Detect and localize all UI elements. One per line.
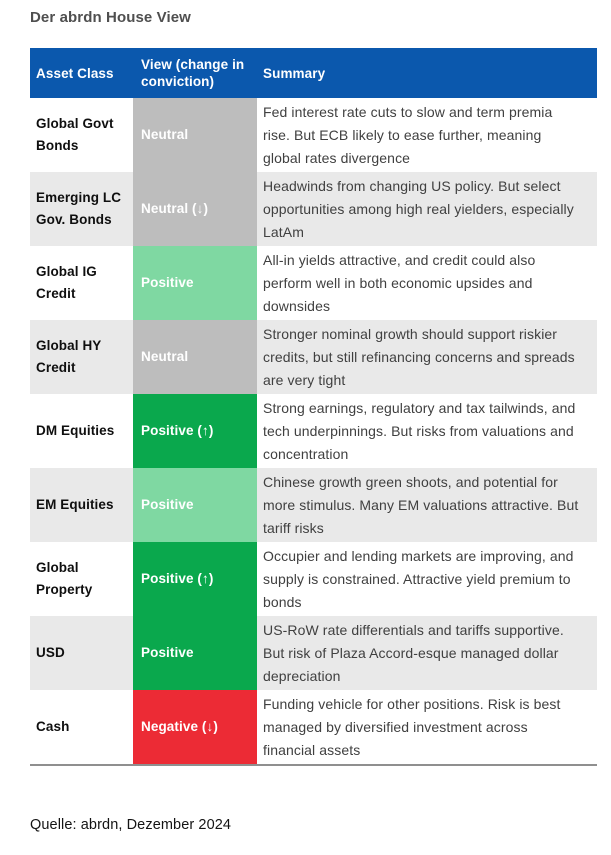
asset-class-cell: Emerging LC Gov. Bonds [30, 172, 133, 246]
summary-label: Stronger nominal growth should support r… [263, 325, 575, 388]
view-label: Positive (↑) [141, 423, 214, 438]
summary-cell: Occupier and lending markets are improvi… [257, 542, 597, 616]
asset-class-label: USD [36, 645, 65, 660]
view-badge: Positive [133, 468, 257, 542]
column-header-asset-class: Asset Class [30, 48, 133, 98]
table-row: Global Govt Bonds Neutral Fed interest r… [30, 98, 597, 172]
asset-class-cell: DM Equities [30, 394, 133, 468]
house-view-table: Asset Class View (change in conviction) … [30, 48, 597, 766]
source-note: Quelle: abrdn, Dezember 2024 [30, 817, 232, 833]
summary-label: Strong earnings, regulatory and tax tail… [263, 399, 576, 462]
view-label: Neutral [141, 349, 189, 364]
asset-class-cell: EM Equities [30, 468, 133, 542]
asset-class-label: Cash [36, 719, 70, 734]
view-label: Negative (↓) [141, 719, 218, 734]
view-label: Positive [141, 645, 194, 660]
view-badge: Neutral [133, 320, 257, 394]
asset-class-label: Global Govt Bonds [36, 116, 114, 153]
asset-class-label: EM Equities [36, 497, 114, 512]
column-header-summary: Summary [257, 48, 597, 98]
column-header-asset-class-label: Asset Class [36, 65, 114, 81]
summary-label: Fed interest rate cuts to slow and term … [263, 103, 553, 166]
view-badge: Positive [133, 246, 257, 320]
table-row: EM Equities Positive Chinese growth gree… [30, 468, 597, 542]
summary-label: Headwinds from changing US policy. But s… [263, 177, 574, 240]
asset-class-label: Global IG Credit [36, 264, 97, 301]
page-title: Der abrdn House View [30, 9, 191, 26]
asset-class-cell: Global IG Credit [30, 246, 133, 320]
view-label: Positive [141, 275, 194, 290]
view-badge: Positive (↑) [133, 542, 257, 616]
summary-cell: Strong earnings, regulatory and tax tail… [257, 394, 597, 468]
summary-label: US-RoW rate differentials and tariffs su… [263, 621, 564, 684]
table-row: Emerging LC Gov. Bonds Neutral (↓) Headw… [30, 172, 597, 246]
table-row: DM Equities Positive (↑) Strong earnings… [30, 394, 597, 468]
summary-cell: Stronger nominal growth should support r… [257, 320, 597, 394]
view-badge: Neutral [133, 98, 257, 172]
summary-cell: US-RoW rate differentials and tariffs su… [257, 616, 597, 690]
asset-class-cell: USD [30, 616, 133, 690]
summary-label: All-in yields attractive, and credit cou… [263, 251, 536, 314]
table-row: Global IG Credit Positive All-in yields … [30, 246, 597, 320]
column-header-summary-label: Summary [263, 65, 326, 81]
table-body: Global Govt Bonds Neutral Fed interest r… [30, 98, 597, 766]
asset-class-cell: Global HY Credit [30, 320, 133, 394]
summary-cell: All-in yields attractive, and credit cou… [257, 246, 597, 320]
view-label: Positive [141, 497, 194, 512]
summary-cell: Fed interest rate cuts to slow and term … [257, 98, 597, 172]
summary-label: Occupier and lending markets are improvi… [263, 547, 574, 610]
column-header-view-label: View (change in conviction) [141, 57, 245, 89]
asset-class-label: Global Property [36, 560, 93, 597]
view-badge: Negative (↓) [133, 690, 257, 764]
asset-class-cell: Global Property [30, 542, 133, 616]
table-row: Cash Negative (↓) Funding vehicle for ot… [30, 690, 597, 764]
view-label: Positive (↑) [141, 571, 214, 586]
summary-label: Chinese growth green shoots, and potenti… [263, 473, 579, 536]
summary-cell: Funding vehicle for other positions. Ris… [257, 690, 597, 764]
view-badge: Positive (↑) [133, 394, 257, 468]
asset-class-cell: Cash [30, 690, 133, 764]
summary-label: Funding vehicle for other positions. Ris… [263, 695, 561, 758]
asset-class-cell: Global Govt Bonds [30, 98, 133, 172]
view-label: Neutral (↓) [141, 201, 209, 216]
table-row: Global HY Credit Neutral Stronger nomina… [30, 320, 597, 394]
table-row: Global Property Positive (↑) Occupier an… [30, 542, 597, 616]
asset-class-label: DM Equities [36, 423, 115, 438]
column-header-view: View (change in conviction) [133, 48, 257, 98]
view-label: Neutral [141, 127, 189, 142]
asset-class-label: Global HY Credit [36, 338, 102, 375]
view-badge: Neutral (↓) [133, 172, 257, 246]
summary-cell: Headwinds from changing US policy. But s… [257, 172, 597, 246]
table-header-row: Asset Class View (change in conviction) … [30, 48, 597, 98]
summary-cell: Chinese growth green shoots, and potenti… [257, 468, 597, 542]
asset-class-label: Emerging LC Gov. Bonds [36, 190, 122, 227]
table-row: USD Positive US-RoW rate differentials a… [30, 616, 597, 690]
view-badge: Positive [133, 616, 257, 690]
